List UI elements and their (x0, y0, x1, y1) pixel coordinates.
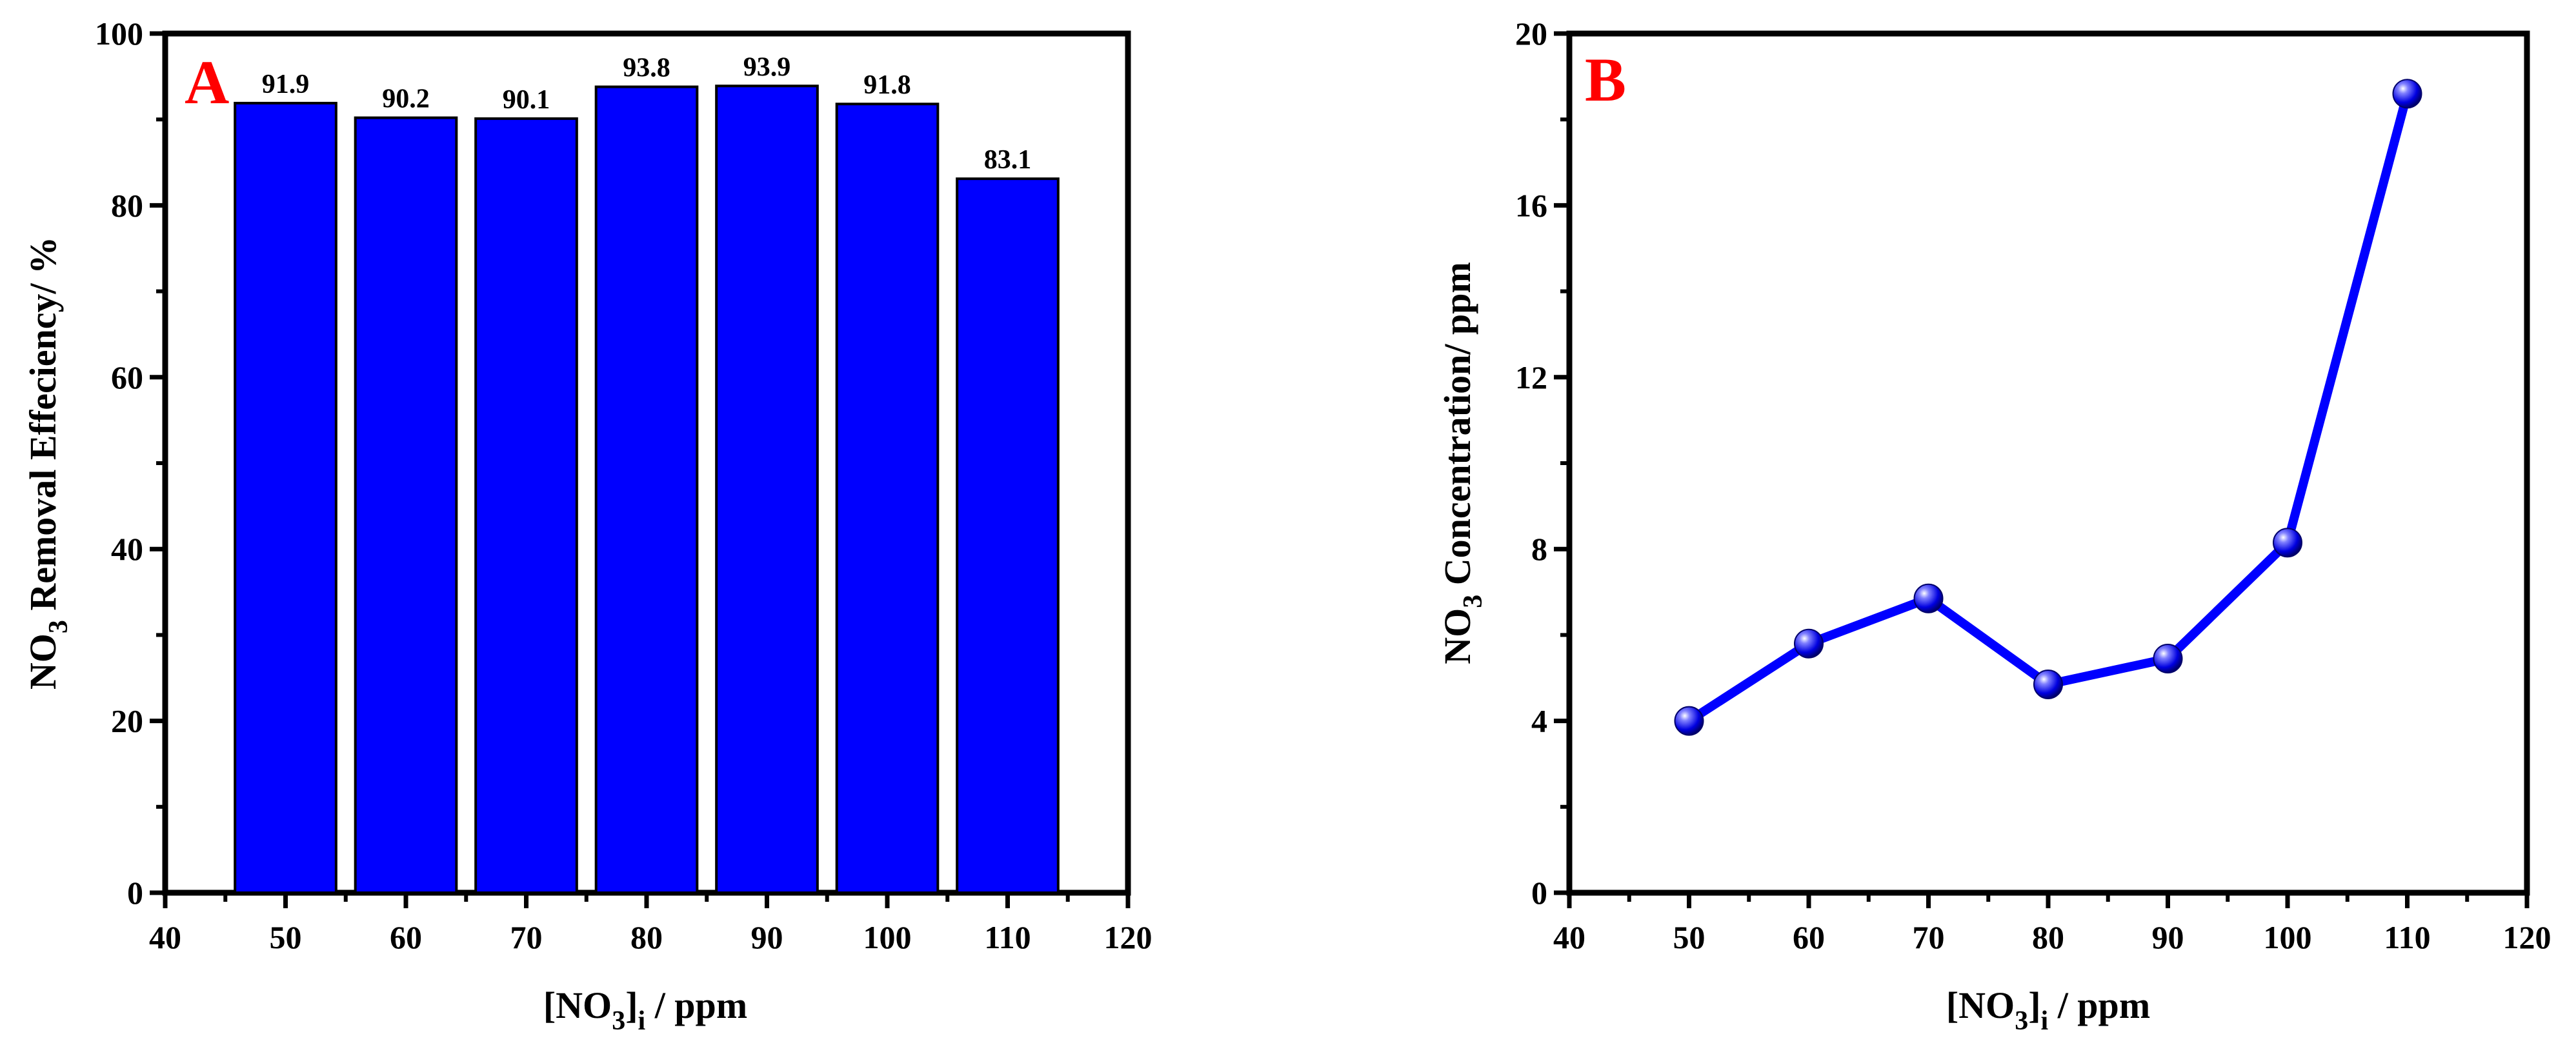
x-tick-labels-a: 40 50 60 70 80 90 100 110 120 (149, 919, 1152, 955)
bar (956, 177, 1060, 894)
bar-labels-a: 91.9 90.2 90.1 93.8 93.9 91.8 83.1 (262, 52, 1032, 175)
data-point (2153, 644, 2183, 674)
x-tick-label: 90 (2152, 919, 2184, 955)
y-axis-title-b-main: NO (1436, 608, 1478, 664)
x-axis-title-b-tail: / ppm (2048, 984, 2150, 1026)
y-tick-label: 0 (1531, 875, 1547, 911)
y-tick-label: 20 (1515, 15, 1547, 52)
x-axis-title-a-sub2: i (638, 1006, 646, 1036)
x-axis-title-a-tail: / ppm (645, 984, 747, 1026)
x-tick-label: 40 (1553, 919, 1585, 955)
panel-label-b: B (1585, 45, 1626, 114)
y-tick-labels-b: 0 4 8 12 16 20 (1515, 15, 1547, 911)
data-point (2033, 669, 2063, 699)
data-point (1913, 583, 1944, 613)
y-tick-label: 20 (111, 703, 143, 739)
y-axis-title-a-sub: 3 (44, 620, 74, 633)
x-axis-title-b-sub2: i (2041, 1006, 2049, 1036)
x-axis-title-b-mid: ] (2028, 984, 2040, 1026)
x-tick-label: 120 (1104, 919, 1152, 955)
bar-data-label: 90.1 (503, 85, 550, 115)
bars-a (234, 85, 1060, 895)
points-b (1674, 79, 2422, 736)
bar (474, 117, 578, 894)
bar-data-label: 93.8 (623, 54, 670, 83)
x-tick-label: 50 (270, 919, 302, 955)
y-axis-title-b: NO3 Concentration/ ppm (1436, 262, 1488, 664)
ticks-a (150, 31, 1131, 908)
y-tick-label: 4 (1531, 703, 1547, 739)
x-axis-title-b-sub1: 3 (2015, 1006, 2028, 1036)
y-tick-label: 80 (111, 187, 143, 223)
data-point (1674, 706, 1704, 736)
y-tick-label: 0 (127, 875, 143, 911)
y-tick-label: 40 (111, 531, 143, 567)
y-tick-label: 8 (1531, 531, 1547, 567)
x-tick-label: 100 (2264, 919, 2312, 955)
bar (715, 85, 819, 895)
data-point (2273, 528, 2302, 558)
y-axis-title-b-tail: Concentration/ ppm (1436, 262, 1478, 595)
y-axis-title-a-tail: Removal Effeciency/ % (22, 237, 64, 620)
x-tick-label: 80 (2032, 919, 2064, 955)
plot-frame-b (1566, 30, 2530, 896)
series-line-b (1686, 92, 2412, 725)
x-tick-labels-b: 40 50 60 70 80 90 100 110 120 (1553, 919, 2551, 955)
x-tick-label: 70 (1913, 919, 1945, 955)
x-tick-label: 100 (863, 919, 912, 955)
x-axis-title-b: [NO3]i / ppm (1946, 984, 2150, 1036)
x-tick-label: 60 (1793, 919, 1825, 955)
x-axis-title-a-mid: ] (625, 984, 638, 1026)
x-axis-title-a: [NO3]i / ppm (543, 984, 747, 1036)
bar-data-label: 91.9 (262, 70, 310, 99)
x-axis-title-a-main: [NO (543, 984, 612, 1026)
x-tick-label: 60 (390, 919, 422, 955)
bar-data-label: 83.1 (984, 145, 1032, 175)
bar (354, 116, 458, 894)
x-tick-label: 70 (510, 919, 543, 955)
x-tick-label: 50 (1673, 919, 1706, 955)
chart-panel-a: 91.9 90.2 90.1 93.8 93.9 91.8 83.1 40 50 60 70 80 9… (22, 15, 1152, 1036)
x-tick-label: 110 (2384, 919, 2430, 955)
x-tick-label: 120 (2503, 919, 2551, 955)
bar (594, 85, 699, 895)
x-tick-label: 40 (149, 919, 181, 955)
bar-data-label: 91.8 (863, 70, 911, 100)
y-axis-title-b-sub: 3 (1458, 595, 1488, 608)
x-tick-label: 80 (630, 919, 663, 955)
y-tick-label: 100 (95, 15, 143, 52)
data-point (1794, 628, 1824, 659)
bar (234, 101, 337, 895)
ticks-b (1554, 31, 2530, 908)
y-tick-label: 12 (1515, 359, 1547, 395)
data-point (2392, 79, 2422, 109)
bar-data-label: 93.9 (743, 52, 791, 82)
y-tick-labels-a: 0 20 40 60 80 100 (95, 15, 143, 911)
x-tick-label: 90 (751, 919, 783, 955)
panel-label-a: A (185, 48, 229, 117)
y-tick-label: 60 (111, 359, 143, 395)
x-axis-title-a-sub1: 3 (612, 1006, 625, 1036)
bar-data-label: 90.2 (382, 85, 430, 114)
x-tick-label: 110 (984, 919, 1031, 955)
y-axis-title-a-main: NO (22, 633, 64, 690)
y-tick-label: 16 (1515, 187, 1547, 223)
bar (835, 103, 940, 894)
x-axis-title-b-main: [NO (1946, 984, 2015, 1026)
y-axis-title-a: NO3 Removal Effeciency/ % (22, 237, 74, 690)
